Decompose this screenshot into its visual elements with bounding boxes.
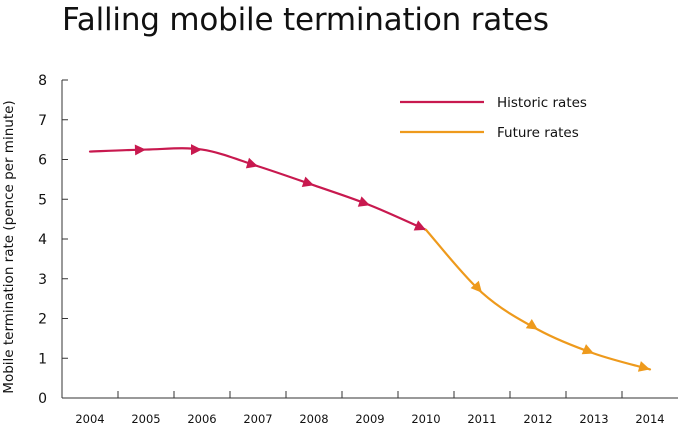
- series-line-future: [424, 228, 652, 371]
- x-tick-label: 2009: [355, 412, 384, 426]
- x-tick-label: 2010: [411, 412, 440, 426]
- legend: Historic rates Future rates: [400, 95, 587, 141]
- series-line-historic: [88, 147, 428, 231]
- y-axis-title: Mobile termination rate (pence per minut…: [1, 100, 17, 393]
- x-tick-label: 2005: [131, 412, 160, 426]
- data-point-arrow: [413, 220, 426, 231]
- data-point-arrow: [470, 280, 482, 293]
- y-tick-label: 7: [38, 113, 47, 129]
- x-tick-label: 2007: [243, 412, 272, 426]
- y-tick-label: 3: [38, 272, 47, 288]
- x-tick-label: 2012: [523, 412, 552, 426]
- x-tick-label: 2013: [579, 412, 608, 426]
- x-tick-label: 2014: [635, 412, 664, 426]
- y-axis-ticks: 0 1 2 3 4 5 6 7 8: [38, 73, 68, 407]
- data-point-arrow: [191, 144, 202, 156]
- data-point-arrow: [134, 144, 146, 156]
- x-tick-label: 2008: [299, 412, 328, 426]
- data-point-arrow: [525, 319, 538, 330]
- legend-label: Future rates: [497, 125, 579, 141]
- data-point-arrow: [245, 157, 258, 169]
- y-tick-label: 5: [38, 192, 47, 208]
- series-group: [88, 144, 652, 372]
- x-tick-label: 2006: [187, 412, 216, 426]
- y-tick-label: 1: [38, 351, 47, 367]
- chart-title: Falling mobile termination rates: [62, 2, 549, 38]
- legend-label: Historic rates: [497, 95, 587, 111]
- x-tick-label: 2004: [75, 412, 104, 426]
- data-point-arrow: [581, 344, 594, 355]
- y-tick-label: 4: [38, 232, 47, 248]
- y-tick-label: 0: [38, 391, 47, 407]
- y-tick-label: 6: [38, 153, 47, 169]
- y-tick-label: 2: [38, 312, 47, 328]
- data-point-arrow: [301, 176, 314, 187]
- y-tick-label: 8: [38, 73, 47, 89]
- data-point-arrow: [637, 361, 650, 372]
- x-axis-ticks: 2004 2005 2006 2007 2008 2009 2010 2011 2012 2013…: [75, 391, 665, 426]
- data-point-arrow: [357, 196, 370, 207]
- x-tick-label: 2011: [467, 412, 496, 426]
